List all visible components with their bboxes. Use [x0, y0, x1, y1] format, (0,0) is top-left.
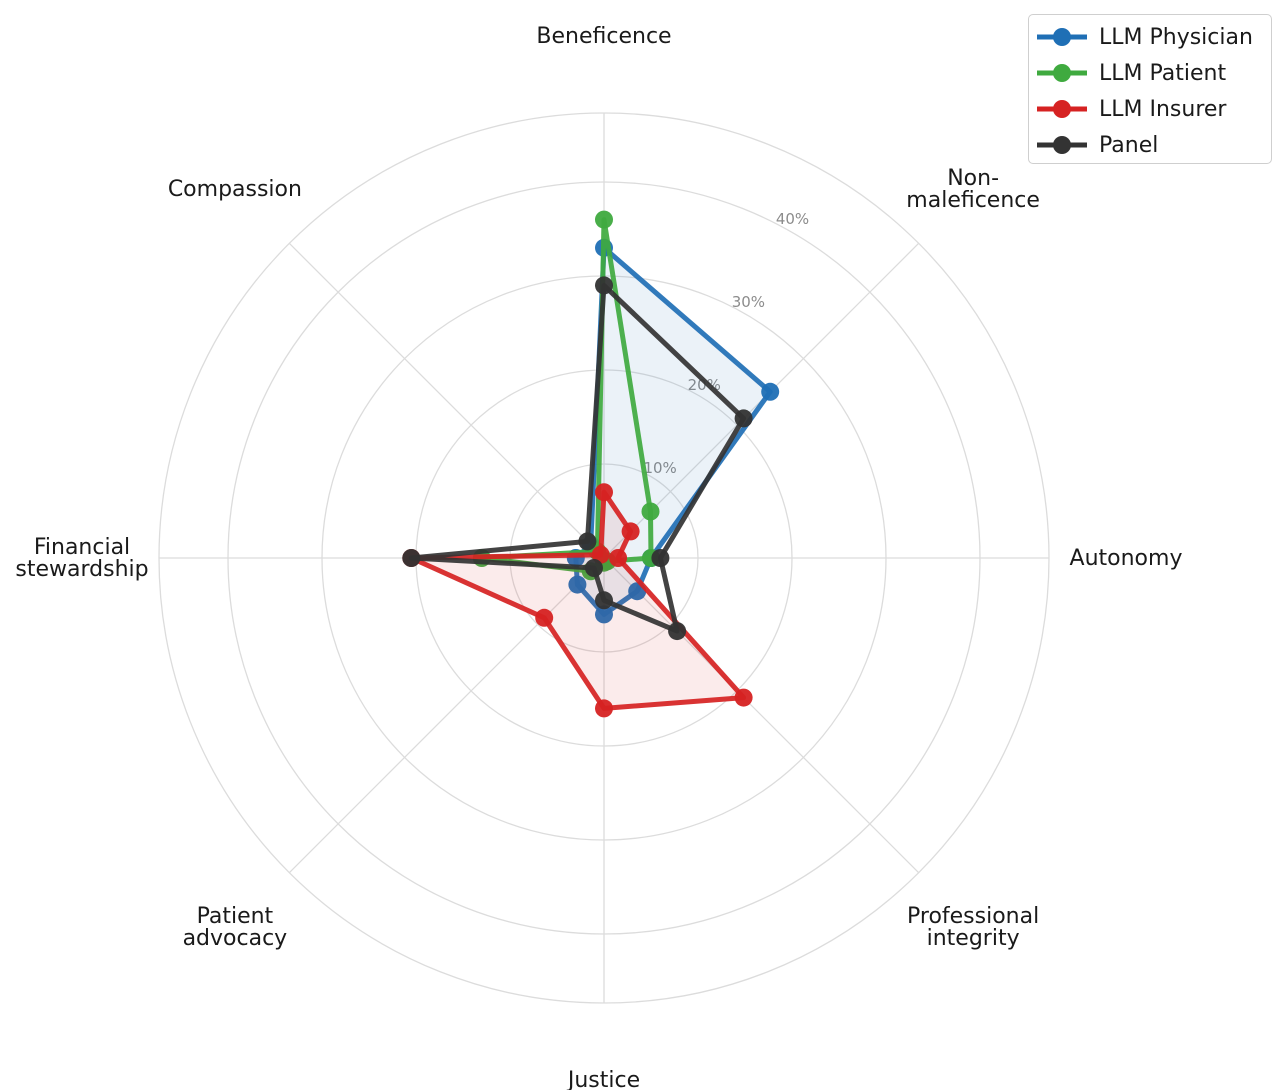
point-panel-compassion [578, 532, 597, 551]
category-label-non-maleficence: Non-maleficence [906, 166, 1040, 213]
point-llm-insurer-professional-integrity [734, 688, 753, 707]
tick-label-10: 10% [643, 459, 676, 477]
point-llm-patient-beneficence [595, 210, 613, 229]
legend-item-llm-physician: LLM Physician [1029, 19, 1271, 55]
legend: LLM Physician LLM Patient LLM Insurer Pa… [1028, 14, 1272, 164]
legend-label: LLM Insurer [1099, 96, 1227, 122]
category-labels: Beneficence Non-maleficence Autonomy Profes… [15, 24, 1182, 1090]
legend-label: LLM Physician [1099, 24, 1253, 50]
spoke-compassion [288, 242, 605, 559]
point-llm-patient-non-maleficence [641, 502, 660, 521]
spoke-professional-integrity [603, 557, 920, 874]
legend-marker [1037, 28, 1087, 46]
series-panel [402, 276, 753, 641]
category-label-autonomy: Autonomy [1070, 546, 1183, 571]
point-panel-financial-stewardship [402, 549, 421, 567]
category-label-justice: Justice [566, 1068, 640, 1090]
legend-marker [1037, 100, 1087, 118]
legend-label: Panel [1099, 132, 1159, 158]
legend-item-panel: Panel [1029, 127, 1271, 163]
point-llm-physician-non-maleficence [761, 382, 780, 401]
legend-label: LLM Patient [1099, 60, 1227, 86]
category-label-financial-stewardship: Financial stewardship [15, 535, 148, 582]
spoke-patient-advocacy [288, 557, 605, 874]
point-llm-insurer-non-maleficence [621, 522, 640, 541]
category-label-beneficence: Beneficence [536, 24, 671, 49]
tick-label-30: 30% [732, 293, 765, 311]
category-label-compassion: Compassion [168, 177, 302, 202]
point-llm-insurer-compassion [591, 545, 610, 564]
data-series [402, 210, 780, 718]
legend-item-llm-insurer: LLM Insurer [1029, 91, 1271, 127]
legend-marker [1037, 64, 1087, 82]
point-llm-insurer-justice [595, 699, 613, 718]
point-llm-physician-justice [595, 605, 613, 624]
series-area-llm-insurer [411, 492, 744, 709]
point-llm-physician-patient-advocacy [568, 575, 587, 594]
category-label-patient-advocacy: Patient advocacy [183, 904, 288, 951]
legend-marker [1037, 136, 1087, 154]
point-panel-beneficence [595, 276, 613, 295]
series-llm-insurer [402, 483, 753, 718]
radial-tick-labels: 10%20%30%40% [643, 210, 809, 477]
grid [158, 112, 1050, 1004]
point-llm-insurer-beneficence [595, 483, 613, 502]
point-llm-insurer-autonomy [609, 549, 628, 567]
point-llm-insurer-patient-advocacy [535, 608, 554, 627]
point-panel-justice [595, 591, 613, 610]
point-panel-patient-advocacy [585, 559, 603, 577]
category-label-professional-integrity: Professional integrity [907, 904, 1039, 951]
point-panel-non-maleficence [734, 409, 753, 428]
legend-item-llm-patient: LLM Patient [1029, 55, 1271, 91]
point-panel-autonomy [651, 549, 670, 567]
point-panel-professional-integrity [668, 622, 687, 641]
tick-label-40: 40% [776, 210, 809, 228]
